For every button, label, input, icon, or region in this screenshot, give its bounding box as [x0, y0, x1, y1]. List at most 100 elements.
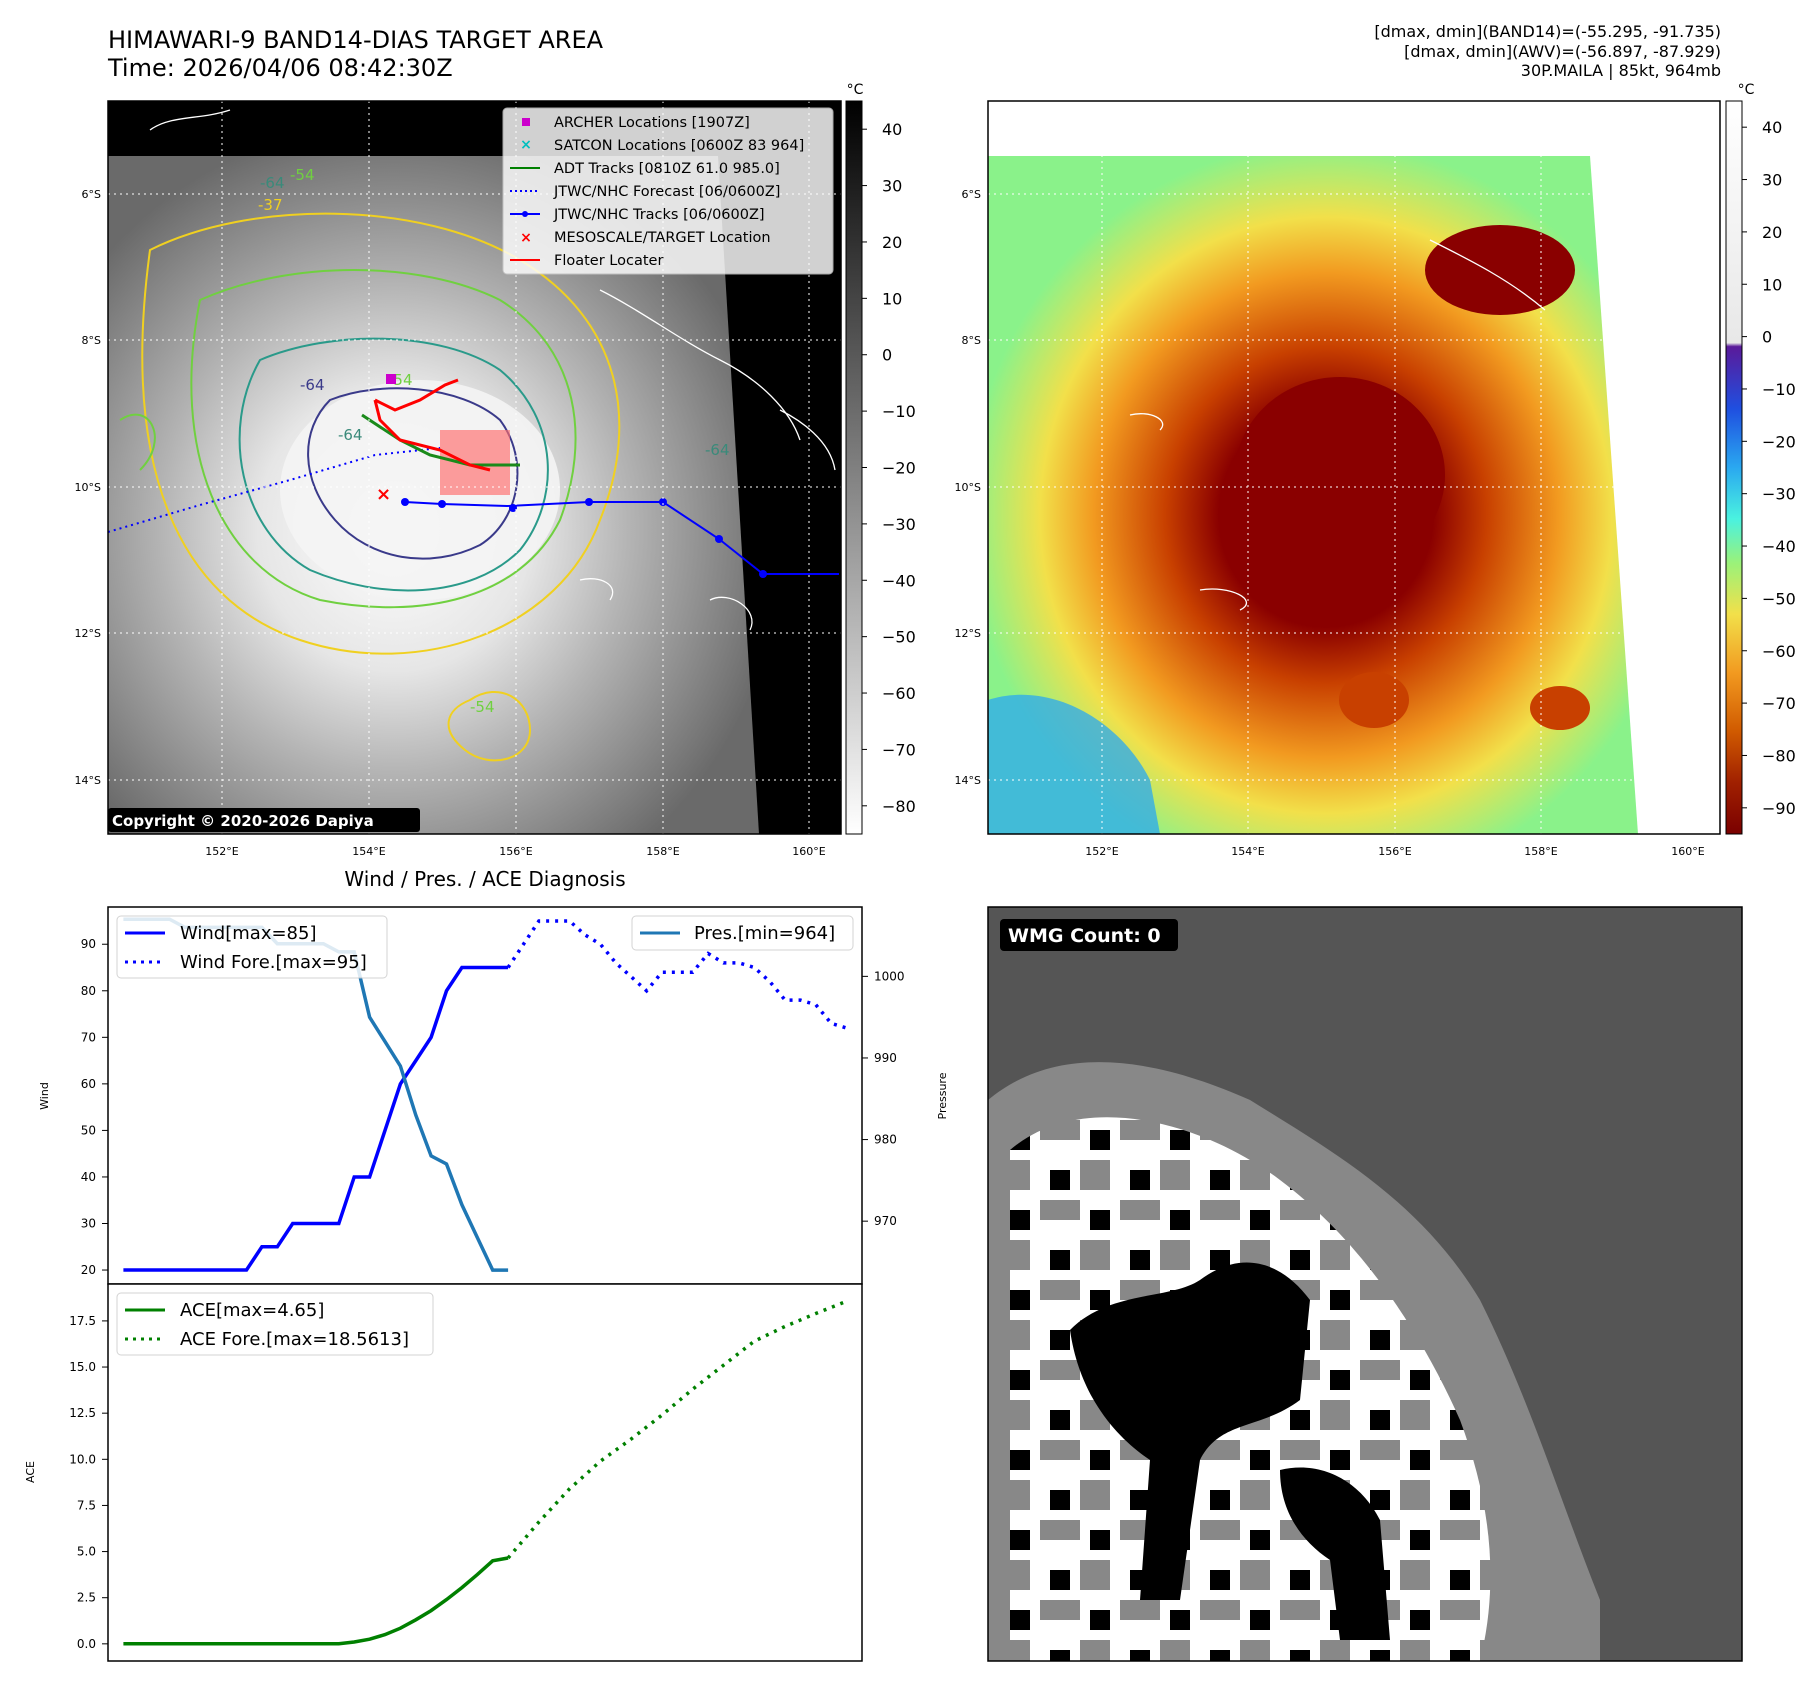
y-right-tick-label: 980 — [874, 1133, 897, 1147]
awv-colorbar-tick-label: −40 — [1762, 537, 1796, 556]
title-time: Time: 2026/04/06 08:42:30Z — [108, 54, 453, 82]
awv-lat-label-8s: 8°S — [962, 334, 981, 347]
lon-label-156e: 156°E — [499, 845, 532, 858]
awv-dry-region — [988, 694, 1160, 834]
awv-colorbar-tick-label: −70 — [1762, 694, 1796, 713]
legend-ace-label: ACE[max=4.65] — [180, 1300, 324, 1321]
y-right-tick-label: 1000 — [874, 969, 905, 983]
legend-jtwc-label: JTWC/NHC Tracks [06/0600Z] — [553, 207, 765, 223]
awv-lat-label-10s: 10°S — [955, 481, 981, 494]
ace-chart: ACE 0.0 2.5 5.0 7.5 10.0 12.5 15.0 17.5 ACE[max… — [24, 1283, 863, 1662]
ir-colorbar-tick-label: −40 — [882, 571, 916, 590]
awv-cold-cell-ne — [1425, 225, 1575, 315]
ir-colorbar-unit: °C — [847, 82, 864, 98]
wmg-cold-band — [1280, 1467, 1390, 1640]
ir-lat-labels: 6°S 8°S 10°S 12°S 14°S — [75, 188, 101, 787]
jtwc-track — [401, 498, 839, 578]
awv-colorbar-tick-label: 0 — [1762, 328, 1772, 347]
y-tick-label: 15.0 — [69, 1360, 96, 1374]
lon-label-152e: 152°E — [205, 845, 238, 858]
series-windline — [123, 965, 509, 1272]
lat-label-14s: 14°S — [75, 774, 101, 787]
ir-colorbar-tick-label: 20 — [882, 233, 902, 252]
series-wind-fore-line — [506, 919, 848, 1030]
meta-awv: [dmax, dmin](AWV)=(-56.897, -87.929) — [1404, 41, 1721, 61]
wmg-panel: WMG Count: 0 — [987, 906, 1743, 1662]
y-tick-label: 90 — [81, 937, 96, 951]
y-tick-label: 20 — [81, 1263, 96, 1277]
series-aceline — [123, 1556, 509, 1646]
awv-cold-core — [1235, 377, 1445, 573]
ir-colorbar-tick-label: −70 — [882, 740, 916, 759]
awv-colorbar-tick-label: −10 — [1762, 380, 1796, 399]
awv-colorbar-unit: °C — [1738, 82, 1755, 98]
legend-adt-label: ADT Tracks [0810Z 61.0 985.0] — [554, 161, 780, 177]
awv-colorbar-tick-label: −90 — [1762, 799, 1796, 818]
legend-wind-label: Wind[max=85] — [180, 923, 317, 944]
legend-target-marker: × — [520, 230, 532, 246]
awv-colorbar-tick-label: −60 — [1762, 642, 1796, 661]
y-tick-label: 7.5 — [77, 1498, 96, 1512]
lat-label-12s: 12°S — [75, 627, 101, 640]
wmg-count-label: WMG Count: 0 — [1008, 925, 1161, 947]
ir-colorbar-tick-label: −80 — [882, 797, 916, 816]
awv-lon-label-152e: 152°E — [1085, 845, 1118, 858]
awv-colorbar-tick-label: −20 — [1762, 432, 1796, 451]
figure-meta: [dmax, dmin](BAND14)=(-55.295, -91.735) … — [1374, 22, 1721, 81]
lon-label-160e: 160°E — [792, 845, 825, 858]
awv-colorbar-tick-label: 30 — [1762, 171, 1782, 190]
title-main: HIMAWARI-9 BAND14-DIAS TARGET AREA — [108, 26, 604, 54]
awv-colorbar-tick-label: −80 — [1762, 746, 1796, 765]
awv-lat-labels: 6°S 8°S 10°S 12°S 14°S — [955, 188, 981, 787]
awv-colorbar-tick-label: 20 — [1762, 223, 1782, 242]
ir-map-frame — [107, 100, 842, 835]
awv-lat-label-6s: 6°S — [962, 188, 981, 201]
pressure-legend: Pres.[min=964] — [631, 915, 854, 951]
y-tick-label: 5.0 — [77, 1545, 96, 1559]
contour-label-2: -54 — [290, 166, 315, 184]
awv-colorbar-tick-label: 40 — [1762, 118, 1782, 137]
awv-lon-label-160e: 160°E — [1671, 845, 1704, 858]
legend-wind-fore-label: Wind Fore.[max=95] — [180, 952, 367, 973]
awv-gridlines — [988, 101, 1720, 834]
awv-lon-label-158e: 158°E — [1524, 845, 1557, 858]
wind-pressure-chart: Wind Pressure 20 30 40 50 60 70 80 90 970 980 990… — [38, 906, 949, 1285]
ir-colorbar-tick-label: 30 — [882, 177, 902, 196]
ir-lon-labels: 152°E 154°E 156°E 158°E 160°E — [205, 845, 825, 858]
ir-coastlines — [149, 109, 836, 631]
ir-legend: × × ARCHER Locations [1907Z] SATCON Loca… — [502, 107, 834, 275]
lat-label-10s: 10°S — [75, 481, 101, 494]
lon-label-154e: 154°E — [352, 845, 385, 858]
copyright-text: Copyright © 2020-2026 Dapiya — [112, 812, 374, 830]
awv-cold-cell-south — [1339, 672, 1409, 728]
y-right-tick-label: 970 — [874, 1214, 897, 1228]
ir-colorbar-tick-label: −60 — [882, 684, 916, 703]
y-right-tick-label: 990 — [874, 1051, 897, 1065]
contour-label-3: -37 — [258, 196, 283, 214]
awv-coastlines — [1129, 239, 1546, 611]
awv-lat-label-12s: 12°S — [955, 627, 981, 640]
adt-track — [361, 378, 520, 472]
ir-colorbar-tick-label: −20 — [882, 459, 916, 478]
mesoscale-target-marker: × — [376, 484, 391, 505]
awv-colorbar-tick-label: −30 — [1762, 485, 1796, 504]
y-tick-label: 80 — [81, 984, 96, 998]
figure-title: HIMAWARI-9 BAND14-DIAS TARGET AREA Time:… — [108, 26, 603, 82]
pressure-axis-label: Pressure — [936, 1072, 949, 1119]
wmg-count-box — [1000, 919, 1178, 951]
legend-floater-label: Floater Locater — [554, 253, 663, 269]
y-tick-label: 10.0 — [69, 1452, 96, 1466]
y-tick-label: 70 — [81, 1030, 96, 1044]
awv-map-frame — [987, 100, 1721, 835]
lon-label-158e: 158°E — [646, 845, 679, 858]
legend-target-label: MESOSCALE/TARGET Location — [554, 230, 771, 246]
contour-label-7: -64 — [705, 441, 730, 459]
wind-axis-label: Wind — [38, 1082, 51, 1110]
awv-colorbar-tick-label: −50 — [1762, 589, 1796, 608]
legend-ace-fore-label: ACE Fore.[max=18.5613] — [180, 1329, 409, 1350]
legend-pressure-label: Pres.[min=964] — [694, 923, 835, 944]
ir-gridlines — [108, 101, 841, 834]
copyright-box — [108, 808, 420, 832]
ir-map-panel: -64 -54 -37 -64 -64 -54 -64 -54 — [75, 100, 842, 858]
contour-label-1: -64 — [260, 174, 285, 192]
